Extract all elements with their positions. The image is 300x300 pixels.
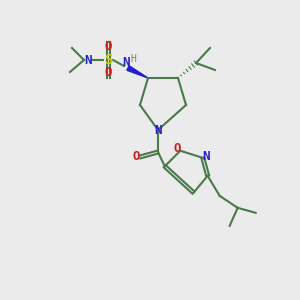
Text: O: O <box>104 67 112 80</box>
Text: O: O <box>104 40 112 53</box>
Text: N: N <box>202 150 210 164</box>
Text: S: S <box>104 53 112 67</box>
Text: N: N <box>122 56 130 70</box>
Text: O: O <box>132 151 140 164</box>
Text: O: O <box>174 142 181 155</box>
Text: N: N <box>154 124 162 136</box>
Text: H: H <box>130 54 136 64</box>
Polygon shape <box>127 66 148 78</box>
Text: N: N <box>84 53 92 67</box>
